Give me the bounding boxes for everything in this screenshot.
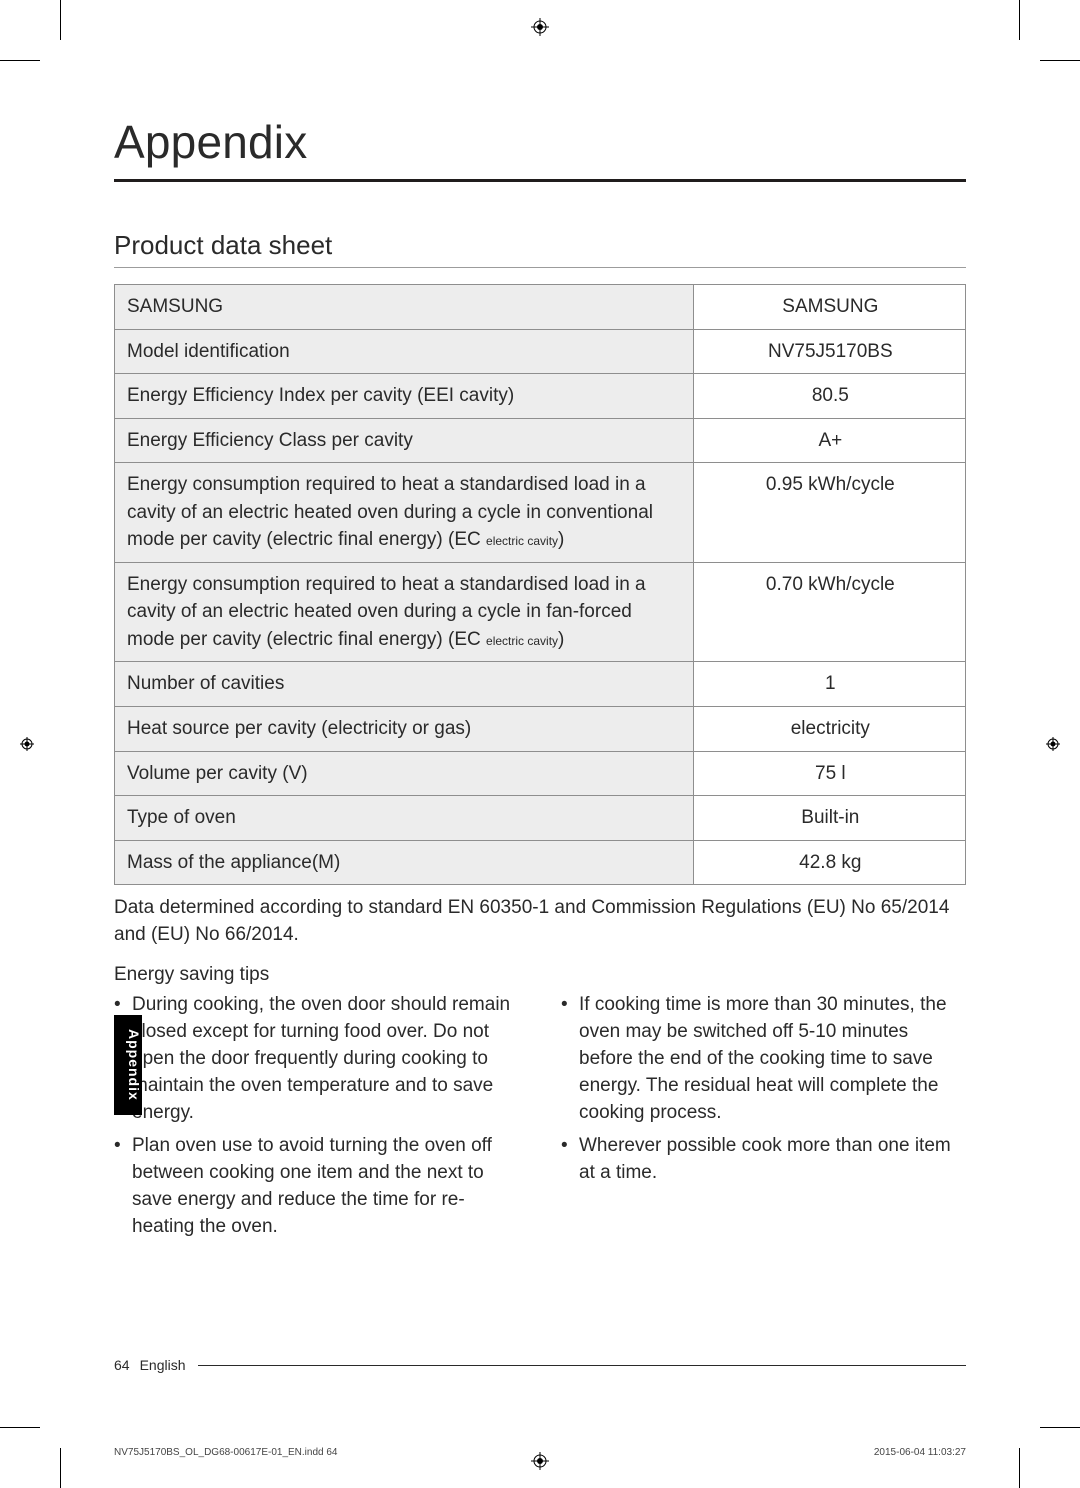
table-label: Energy Efficiency Class per cavity bbox=[115, 418, 694, 463]
table-value: electricity bbox=[693, 707, 965, 752]
tips-list-right: If cooking time is more than 30 minutes,… bbox=[561, 992, 966, 1247]
regulation-note: Data determined according to standard EN… bbox=[114, 895, 966, 948]
footer-language: English bbox=[140, 1357, 186, 1373]
crop-mark bbox=[60, 1448, 61, 1488]
label-subscript: electric cavity bbox=[486, 634, 558, 648]
table-value: 80.5 bbox=[693, 374, 965, 419]
crop-mark bbox=[1019, 1448, 1020, 1488]
crop-mark bbox=[1019, 0, 1020, 40]
table-row: Energy Efficiency Class per cavity A+ bbox=[115, 418, 966, 463]
table-value: 1 bbox=[693, 662, 965, 707]
section-heading: Product data sheet bbox=[114, 230, 966, 268]
label-text: Energy consumption required to heat a st… bbox=[127, 474, 653, 550]
list-item: If cooking time is more than 30 minutes,… bbox=[561, 992, 966, 1127]
table-row: Model identification NV75J5170BS bbox=[115, 329, 966, 374]
table-label: Energy Efficiency Index per cavity (EEI … bbox=[115, 374, 694, 419]
list-item: During cooking, the oven door should rem… bbox=[114, 992, 519, 1127]
label-text: ) bbox=[558, 629, 564, 650]
registration-mark-icon bbox=[1046, 737, 1060, 751]
table-row: Energy consumption required to heat a st… bbox=[115, 562, 966, 662]
table-row: Mass of the appliance(M) 42.8 kg bbox=[115, 840, 966, 885]
table-row: Volume per cavity (V) 75 l bbox=[115, 751, 966, 796]
table-label: Volume per cavity (V) bbox=[115, 751, 694, 796]
print-imprint: NV75J5170BS_OL_DG68-00617E-01_EN.indd 64… bbox=[114, 1447, 966, 1458]
imprint-left: NV75J5170BS_OL_DG68-00617E-01_EN.indd 64 bbox=[114, 1447, 338, 1458]
table-row: Energy consumption required to heat a st… bbox=[115, 463, 966, 563]
label-subscript: electric cavity bbox=[486, 534, 558, 548]
page-footer: 64 English bbox=[114, 1357, 966, 1373]
crop-mark bbox=[0, 60, 40, 61]
list-item: Plan oven use to avoid turning the oven … bbox=[114, 1133, 519, 1241]
page: Appendix Product data sheet SAMSUNG SAMS… bbox=[0, 0, 1080, 1488]
table-value: A+ bbox=[693, 418, 965, 463]
table-row: Type of oven Built-in bbox=[115, 796, 966, 841]
crop-mark bbox=[60, 0, 61, 40]
table-row: SAMSUNG SAMSUNG bbox=[115, 285, 966, 330]
table-value: 0.70 kWh/cycle bbox=[693, 562, 965, 662]
table-label: Model identification bbox=[115, 329, 694, 374]
tips-list-left: During cooking, the oven door should rem… bbox=[114, 992, 519, 1247]
table-label: Number of cavities bbox=[115, 662, 694, 707]
label-text: ) bbox=[558, 529, 564, 550]
page-number: 64 bbox=[114, 1357, 130, 1373]
crop-mark bbox=[1040, 1427, 1080, 1428]
table-header-right: SAMSUNG bbox=[693, 285, 965, 330]
list-item: Wherever possible cook more than one ite… bbox=[561, 1133, 966, 1187]
content-area: Appendix Product data sheet SAMSUNG SAMS… bbox=[114, 115, 966, 1373]
footer-rule bbox=[198, 1365, 967, 1366]
tips-columns: During cooking, the oven door should rem… bbox=[114, 992, 966, 1247]
registration-mark-icon bbox=[20, 737, 34, 751]
crop-mark bbox=[1040, 60, 1080, 61]
table-value: 75 l bbox=[693, 751, 965, 796]
tips-heading: Energy saving tips bbox=[114, 964, 966, 986]
table-label: Mass of the appliance(M) bbox=[115, 840, 694, 885]
page-title: Appendix bbox=[114, 115, 966, 182]
table-value: 0.95 kWh/cycle bbox=[693, 463, 965, 563]
table-row: Number of cavities 1 bbox=[115, 662, 966, 707]
crop-mark bbox=[0, 1427, 40, 1428]
table-value: NV75J5170BS bbox=[693, 329, 965, 374]
table-label: Type of oven bbox=[115, 796, 694, 841]
table-label: Energy consumption required to heat a st… bbox=[115, 562, 694, 662]
table-header-left: SAMSUNG bbox=[115, 285, 694, 330]
table-row: Heat source per cavity (electricity or g… bbox=[115, 707, 966, 752]
table-value: Built-in bbox=[693, 796, 965, 841]
imprint-right: 2015-06-04 ‎11:03:27 bbox=[874, 1447, 966, 1458]
table-value: 42.8 kg bbox=[693, 840, 965, 885]
table-row: Energy Efficiency Index per cavity (EEI … bbox=[115, 374, 966, 419]
table-label: Energy consumption required to heat a st… bbox=[115, 463, 694, 563]
registration-mark-icon bbox=[531, 18, 549, 36]
label-text: Energy consumption required to heat a st… bbox=[127, 574, 646, 650]
product-data-table: SAMSUNG SAMSUNG Model identification NV7… bbox=[114, 284, 966, 885]
section-side-tab: Appendix bbox=[114, 1015, 142, 1115]
table-label: Heat source per cavity (electricity or g… bbox=[115, 707, 694, 752]
